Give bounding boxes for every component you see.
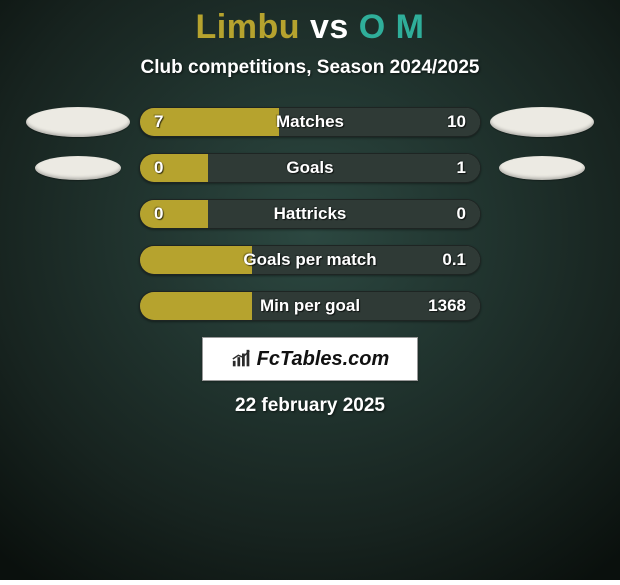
player-ellipse-right <box>490 107 594 137</box>
stat-bar: 0.1 Goals per match <box>139 245 481 275</box>
stat-bar: 7 10 Matches <box>139 107 481 137</box>
stat-bar: 0 0 Hattricks <box>139 199 481 229</box>
stat-bar-left-seg <box>140 154 208 182</box>
stat-value-right: 0.1 <box>442 250 466 270</box>
stat-row: 0 1 Goals <box>0 153 620 183</box>
title-player1: Limbu <box>196 8 300 46</box>
page-title: Limbu vs O M <box>0 8 620 47</box>
stat-value-left: 0 <box>154 158 163 178</box>
stat-value-right: 1368 <box>428 296 466 316</box>
side-left <box>17 156 139 180</box>
content: Limbu vs O M Club competitions, Season 2… <box>0 0 620 417</box>
title-player2: O M <box>359 8 425 46</box>
stat-value-right: 10 <box>447 112 466 132</box>
stat-row: 0 0 Hattricks <box>0 199 620 229</box>
stat-value-left: 0 <box>154 204 163 224</box>
stat-row: 7 10 Matches <box>0 107 620 137</box>
logo-text: FcTables.com <box>257 348 390 371</box>
stat-label: Goals <box>286 158 333 178</box>
stat-row: 1368 Min per goal <box>0 291 620 321</box>
stat-label: Min per goal <box>260 296 360 316</box>
stat-bar-left-seg <box>140 200 208 228</box>
title-vs: vs <box>310 8 349 46</box>
side-left <box>17 107 139 137</box>
side-right <box>481 156 603 180</box>
date-text: 22 february 2025 <box>0 395 620 417</box>
stat-value-right: 0 <box>457 204 466 224</box>
stat-label: Hattricks <box>274 204 347 224</box>
side-right <box>481 107 603 137</box>
stat-bar: 1368 Min per goal <box>139 291 481 321</box>
stat-bar-right-seg <box>208 154 480 182</box>
player-ellipse-left <box>26 107 130 137</box>
player-ellipse-left <box>35 156 121 180</box>
stat-bar-left-seg <box>140 246 252 274</box>
player-ellipse-right <box>499 156 585 180</box>
barchart-icon <box>231 348 253 370</box>
source-logo: FcTables.com <box>202 337 418 381</box>
stat-value-left: 7 <box>154 112 163 132</box>
stat-row: 0.1 Goals per match <box>0 245 620 275</box>
stat-value-right: 1 <box>457 158 466 178</box>
stat-bar-left-seg <box>140 292 252 320</box>
stat-label: Goals per match <box>243 250 376 270</box>
stat-bar: 0 1 Goals <box>139 153 481 183</box>
subtitle: Club competitions, Season 2024/2025 <box>0 57 620 79</box>
stat-rows: 7 10 Matches 0 1 Goals 0 0 Hattricks 0.1 Goals per… <box>0 107 620 321</box>
stat-label: Matches <box>276 112 344 132</box>
